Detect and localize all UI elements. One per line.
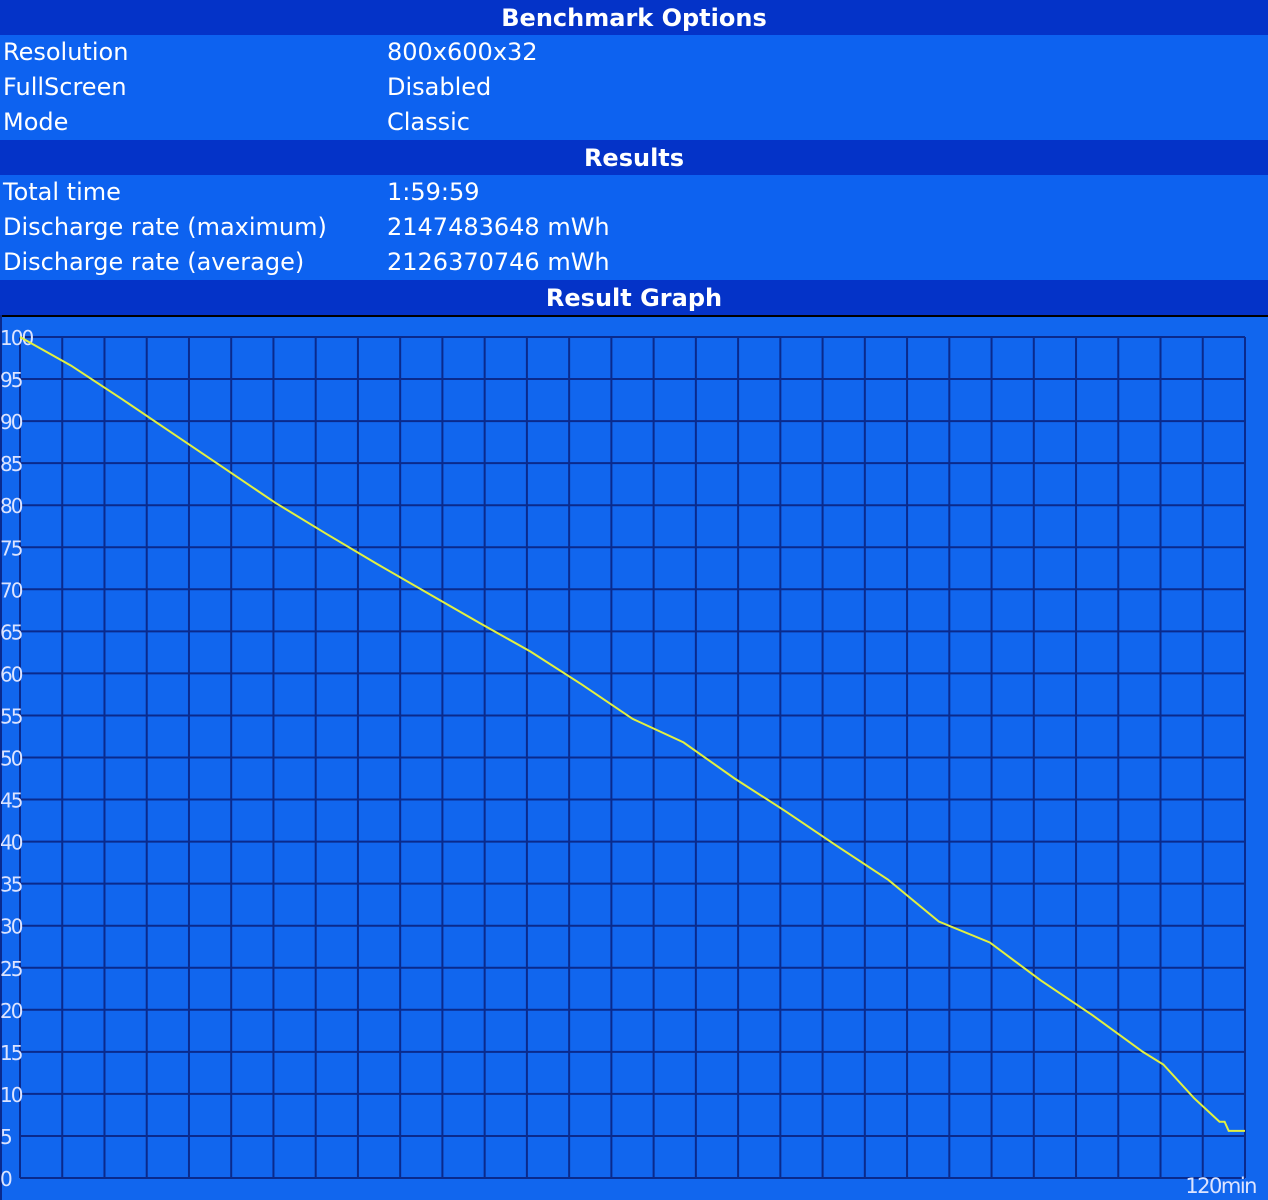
x-end-label: 120min <box>1185 1174 1256 1198</box>
result-value: 2147483648 mWh <box>387 213 610 241</box>
y-tick-label: 15 <box>0 1041 22 1065</box>
y-tick-label: 55 <box>0 704 22 728</box>
battery-series-line <box>19 336 1245 1132</box>
y-tick-label: 40 <box>0 831 23 855</box>
benchmark-options-header: Benchmark Options <box>0 0 1268 35</box>
result-row-discharge-max: Discharge rate (maximum) 2147483648 mWh <box>0 210 1268 245</box>
option-row-fullscreen: FullScreen Disabled <box>0 70 1268 105</box>
option-value: Disabled <box>387 73 492 101</box>
y-tick-label: 25 <box>0 957 22 981</box>
y-tick-label: 65 <box>0 620 22 644</box>
option-value: 800x600x32 <box>387 38 538 66</box>
y-tick-label: 0 <box>0 1167 12 1191</box>
y-tick-label: 100 <box>0 326 33 350</box>
y-tick-label: 35 <box>0 873 22 897</box>
result-label: Total time <box>3 178 121 206</box>
option-value: Classic <box>387 108 471 136</box>
y-tick-label: 75 <box>0 536 22 560</box>
y-tick-label: 50 <box>0 747 23 771</box>
y-tick-label: 95 <box>0 368 22 392</box>
option-label: Resolution <box>3 38 129 66</box>
option-label: FullScreen <box>3 73 127 101</box>
y-tick-label: 5 <box>0 1125 11 1149</box>
result-value: 1:59:59 <box>387 178 480 206</box>
y-tick-label: 10 <box>0 1083 23 1107</box>
result-label: Discharge rate (average) <box>3 248 305 276</box>
y-tick-label: 20 <box>0 999 23 1023</box>
result-graph-header: Result Graph <box>0 280 1268 315</box>
result-label: Discharge rate (maximum) <box>3 213 327 241</box>
result-row-discharge-avg: Discharge rate (average) 2126370746 mWh <box>0 245 1268 280</box>
y-tick-label: 80 <box>0 494 23 518</box>
option-label: Mode <box>3 108 69 136</box>
option-row-mode: Mode Classic <box>0 105 1268 140</box>
y-tick-label: 60 <box>0 662 23 686</box>
option-row-resolution: Resolution 800x600x32 <box>0 35 1268 70</box>
y-tick-label: 85 <box>0 452 22 476</box>
y-tick-label: 70 <box>0 578 23 602</box>
result-graph: 0 5 10 15 20 25 30 35 40 45 50 55 60 65 70 75 80 85 90 95 10… <box>0 315 1268 1200</box>
y-tick-label: 30 <box>0 915 23 939</box>
y-tick-label: 90 <box>0 410 23 434</box>
y-tick-label: 45 <box>0 789 22 813</box>
result-row-total-time: Total time 1:59:59 <box>0 175 1268 210</box>
results-header: Results <box>0 140 1268 175</box>
result-value: 2126370746 mWh <box>387 248 610 276</box>
